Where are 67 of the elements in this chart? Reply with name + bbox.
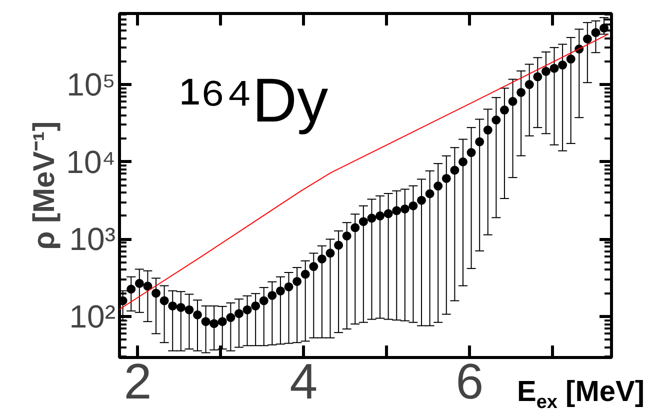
point [475,137,484,146]
point [242,305,252,314]
point [276,286,285,296]
point [176,302,186,312]
point [326,248,335,258]
point [434,182,443,191]
annotation: ¹⁶⁴Dy [180,66,328,136]
y-tick-label: 10⁴ [66,144,116,180]
point [192,310,202,320]
point [350,223,360,232]
point [160,296,169,306]
x-tick-label: 6 [456,354,484,410]
point [284,282,294,292]
point [417,196,426,205]
point [234,309,244,318]
point [226,313,236,322]
point [292,276,302,286]
point [483,126,492,135]
point [558,60,568,70]
point [508,96,518,106]
y-tick-label: 10³ [69,221,116,258]
point [218,317,227,326]
y-tick-label: 10⁵ [66,66,116,103]
point [126,284,136,294]
point [251,301,260,310]
point [210,319,219,328]
point [458,157,468,166]
point [500,106,509,115]
point [533,72,542,82]
point [342,232,352,240]
point [524,80,534,90]
point [550,64,559,73]
point [143,282,152,291]
point [384,209,393,218]
point [392,206,402,216]
point [541,66,550,76]
point [309,262,318,272]
point [184,305,194,314]
point [582,34,592,44]
point [450,166,460,175]
point [425,189,434,198]
point [300,270,310,279]
point [334,240,344,250]
x-axis-title: E$_{ex}$ [MeV] [517,376,644,413]
point [566,54,576,64]
point [358,217,368,226]
point [168,301,178,310]
y-axis-title: ρ [MeV⁻¹] [28,121,62,250]
y-tick-label: 10² [69,298,116,335]
point [591,28,600,38]
point [376,211,385,220]
point [259,296,268,306]
point [152,288,161,298]
point [201,317,210,326]
point [442,174,451,183]
point [466,148,476,158]
point [408,201,418,210]
x-tick-label: 2 [124,354,152,410]
point [317,254,326,264]
line-series [120,34,609,310]
point [492,116,501,124]
point [400,204,410,214]
x-tick-label: 4 [290,354,318,410]
point [134,278,144,288]
point [516,88,526,97]
point [367,214,376,223]
point [268,291,277,300]
